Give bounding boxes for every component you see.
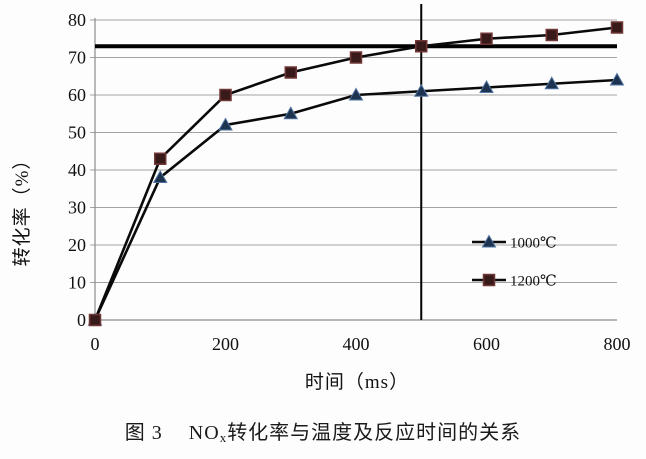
marker-triangle-1000℃-500 <box>413 83 429 97</box>
y-tick-label-10: 10 <box>68 273 86 293</box>
marker-triangle-1000℃-800 <box>609 72 625 86</box>
marker-square-1200℃-200 <box>219 88 232 102</box>
marker-square-1200℃-800 <box>610 21 624 34</box>
x-tick-label-800: 800 <box>604 334 631 354</box>
y-tick-label-40: 40 <box>68 160 86 180</box>
y-tick-label-60: 60 <box>68 85 86 105</box>
caption-subscript: x <box>219 430 228 445</box>
figure-number: 图 3 <box>124 422 163 444</box>
legend-marker-1000℃ <box>481 234 497 248</box>
y-tick-label-0: 0 <box>77 310 86 330</box>
marker-square-1200℃-400 <box>349 51 363 64</box>
marker-triangle-1000℃-700 <box>544 76 560 90</box>
marker-square-1200℃-700 <box>545 28 558 42</box>
x-axis-title: 时间（ms） <box>305 371 409 393</box>
marker-square-1200℃-0 <box>88 313 102 327</box>
marker-square-1200℃-100 <box>154 152 167 165</box>
y-tick-label-50: 50 <box>68 123 86 143</box>
legend-label-1000℃: 1000℃ <box>510 236 557 252</box>
marker-triangle-1000℃-400 <box>348 87 364 101</box>
y-tick-label-30: 30 <box>68 198 86 218</box>
figure-caption: 图 3 NOx转化率与温度及反应时间的关系 <box>0 416 646 446</box>
marker-triangle-1000℃-100 <box>152 169 168 183</box>
legend-marker-1200℃ <box>482 273 496 287</box>
x-tick-label-0: 0 <box>91 334 100 354</box>
x-tick-label-600: 600 <box>473 334 500 354</box>
marker-square-1200℃-300 <box>284 66 297 79</box>
caption-text: 转化率与温度及反应时间的关系 <box>227 422 522 444</box>
caption-formula: NO <box>188 422 220 444</box>
y-tick-label-70: 70 <box>68 48 86 68</box>
marker-square-1200℃-500 <box>415 40 428 53</box>
marker-triangle-1000℃-300 <box>283 106 299 120</box>
marker-triangle-1000℃-600 <box>479 79 494 93</box>
y-tick-label-80: 80 <box>68 10 86 30</box>
x-tick-label-400: 400 <box>343 334 370 354</box>
x-tick-label-200: 200 <box>212 334 239 354</box>
legend-label-1200℃: 1200℃ <box>510 274 557 290</box>
marker-square-1200℃-600 <box>480 32 493 45</box>
y-axis-title: 转化率（%） <box>11 150 33 267</box>
y-tick-label-20: 20 <box>68 235 86 255</box>
marker-triangle-1000℃-200 <box>218 117 233 131</box>
